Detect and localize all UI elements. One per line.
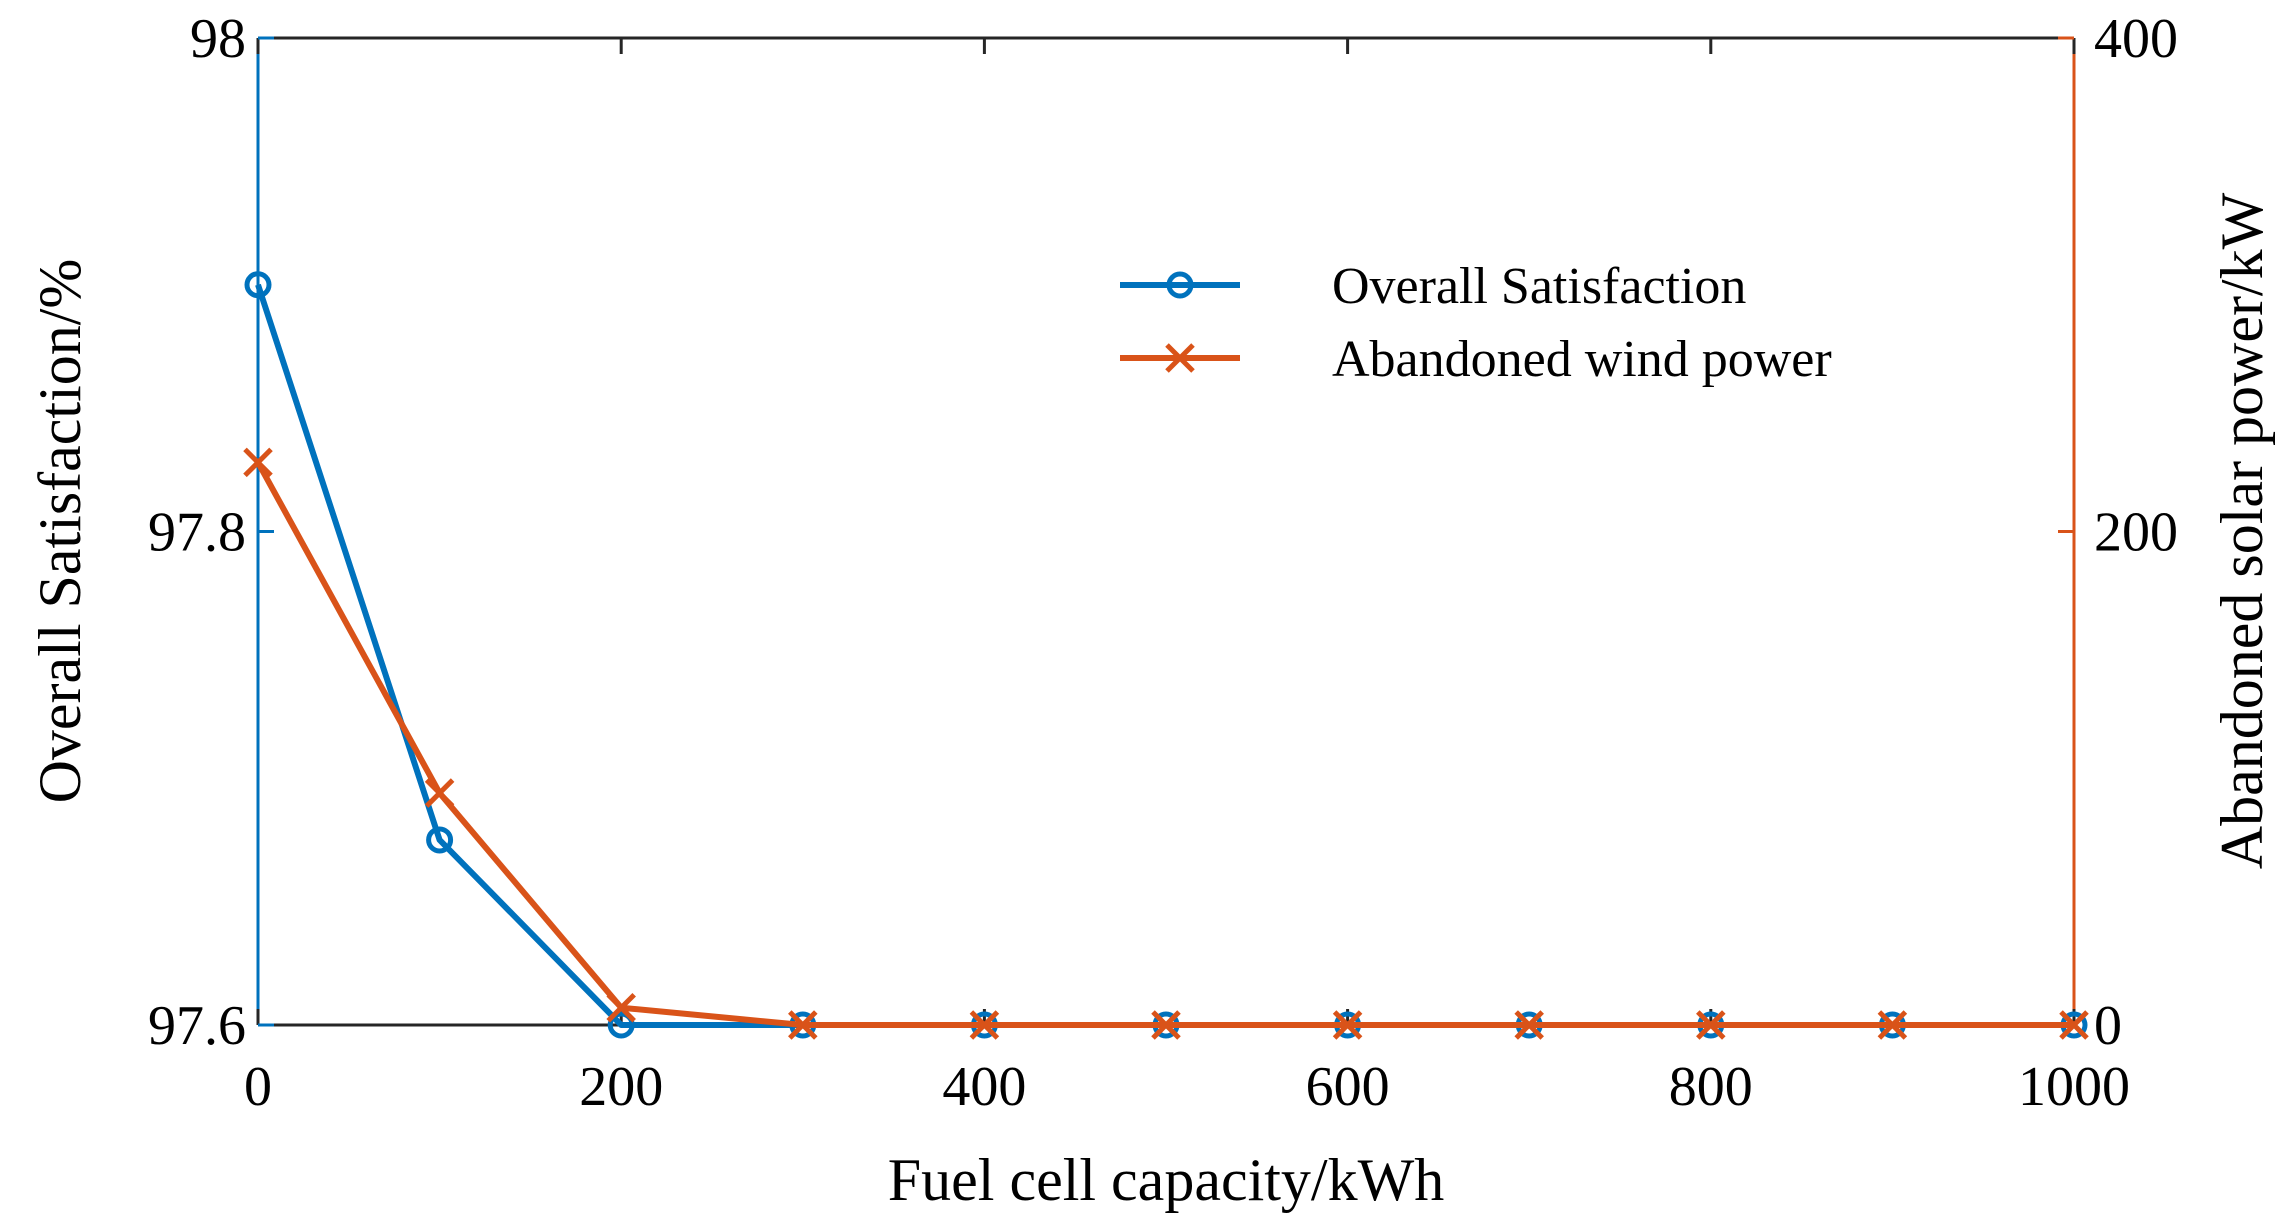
data-point-overall-satisfaction <box>607 1011 635 1039</box>
data-point-abandoned-wind-power <box>969 1010 1000 1040</box>
data-point-overall-satisfaction <box>426 826 454 854</box>
legend: Overall Satisfaction Abandoned wind powe… <box>1120 258 1832 388</box>
data-point-abandoned-wind-power <box>788 1010 818 1040</box>
data-point-abandoned-wind-power <box>424 778 455 808</box>
x-tick-label: 200 <box>579 1056 663 1118</box>
data-point-abandoned-wind-power <box>1332 1010 1363 1040</box>
legend-marker-overall-satisfaction <box>1166 271 1194 299</box>
x-tick-label: 800 <box>1669 1056 1753 1118</box>
right-y-tick-label: 0 <box>2094 995 2122 1057</box>
data-point-abandoned-wind-power <box>1877 1010 1908 1040</box>
series-layer <box>243 271 2089 1040</box>
left-y-axis-label: Overall Satisfaction/% <box>27 259 93 804</box>
series-line-abandoned-wind-power <box>255 460 2074 1028</box>
data-point-abandoned-wind-power <box>606 992 636 1023</box>
series-line-overall-satisfaction <box>255 283 2074 1028</box>
legend-label-abandoned-wind-power: Abandoned wind power <box>1332 331 1832 388</box>
data-point-abandoned-wind-power <box>1151 1010 1181 1040</box>
legend-label-overall-satisfaction: Overall Satisfaction <box>1332 258 1746 315</box>
x-tick-label: 1000 <box>2018 1056 2130 1118</box>
data-point-overall-satisfaction <box>244 271 272 299</box>
left-y-tick-label: 97.8 <box>148 502 246 564</box>
x-axis-label: Fuel cell capacity/kWh <box>888 1147 1444 1213</box>
data-point-abandoned-wind-power <box>1514 1010 1544 1040</box>
data-point-abandoned-wind-power <box>1696 1010 1726 1040</box>
right-y-tick-label: 200 <box>2094 502 2178 564</box>
x-tick-label: 600 <box>1306 1056 1390 1118</box>
right-y-axis-label: Abandoned solar power/kW <box>2209 192 2275 869</box>
x-tick-label: 0 <box>244 1056 272 1118</box>
ticks-layer: 0 200 400 600 800 1000 97.6 97.8 98 0 200 400 <box>148 8 2178 1118</box>
data-point-abandoned-wind-power <box>2059 1010 2089 1040</box>
x-tick-label: 400 <box>942 1056 1026 1118</box>
data-point-abandoned-wind-power <box>243 447 273 478</box>
legend-marker-abandoned-wind-power <box>1165 343 1195 373</box>
left-y-tick-label: 97.6 <box>148 995 246 1057</box>
right-y-tick-label: 400 <box>2094 8 2178 70</box>
left-y-tick-label: 98 <box>190 8 246 70</box>
